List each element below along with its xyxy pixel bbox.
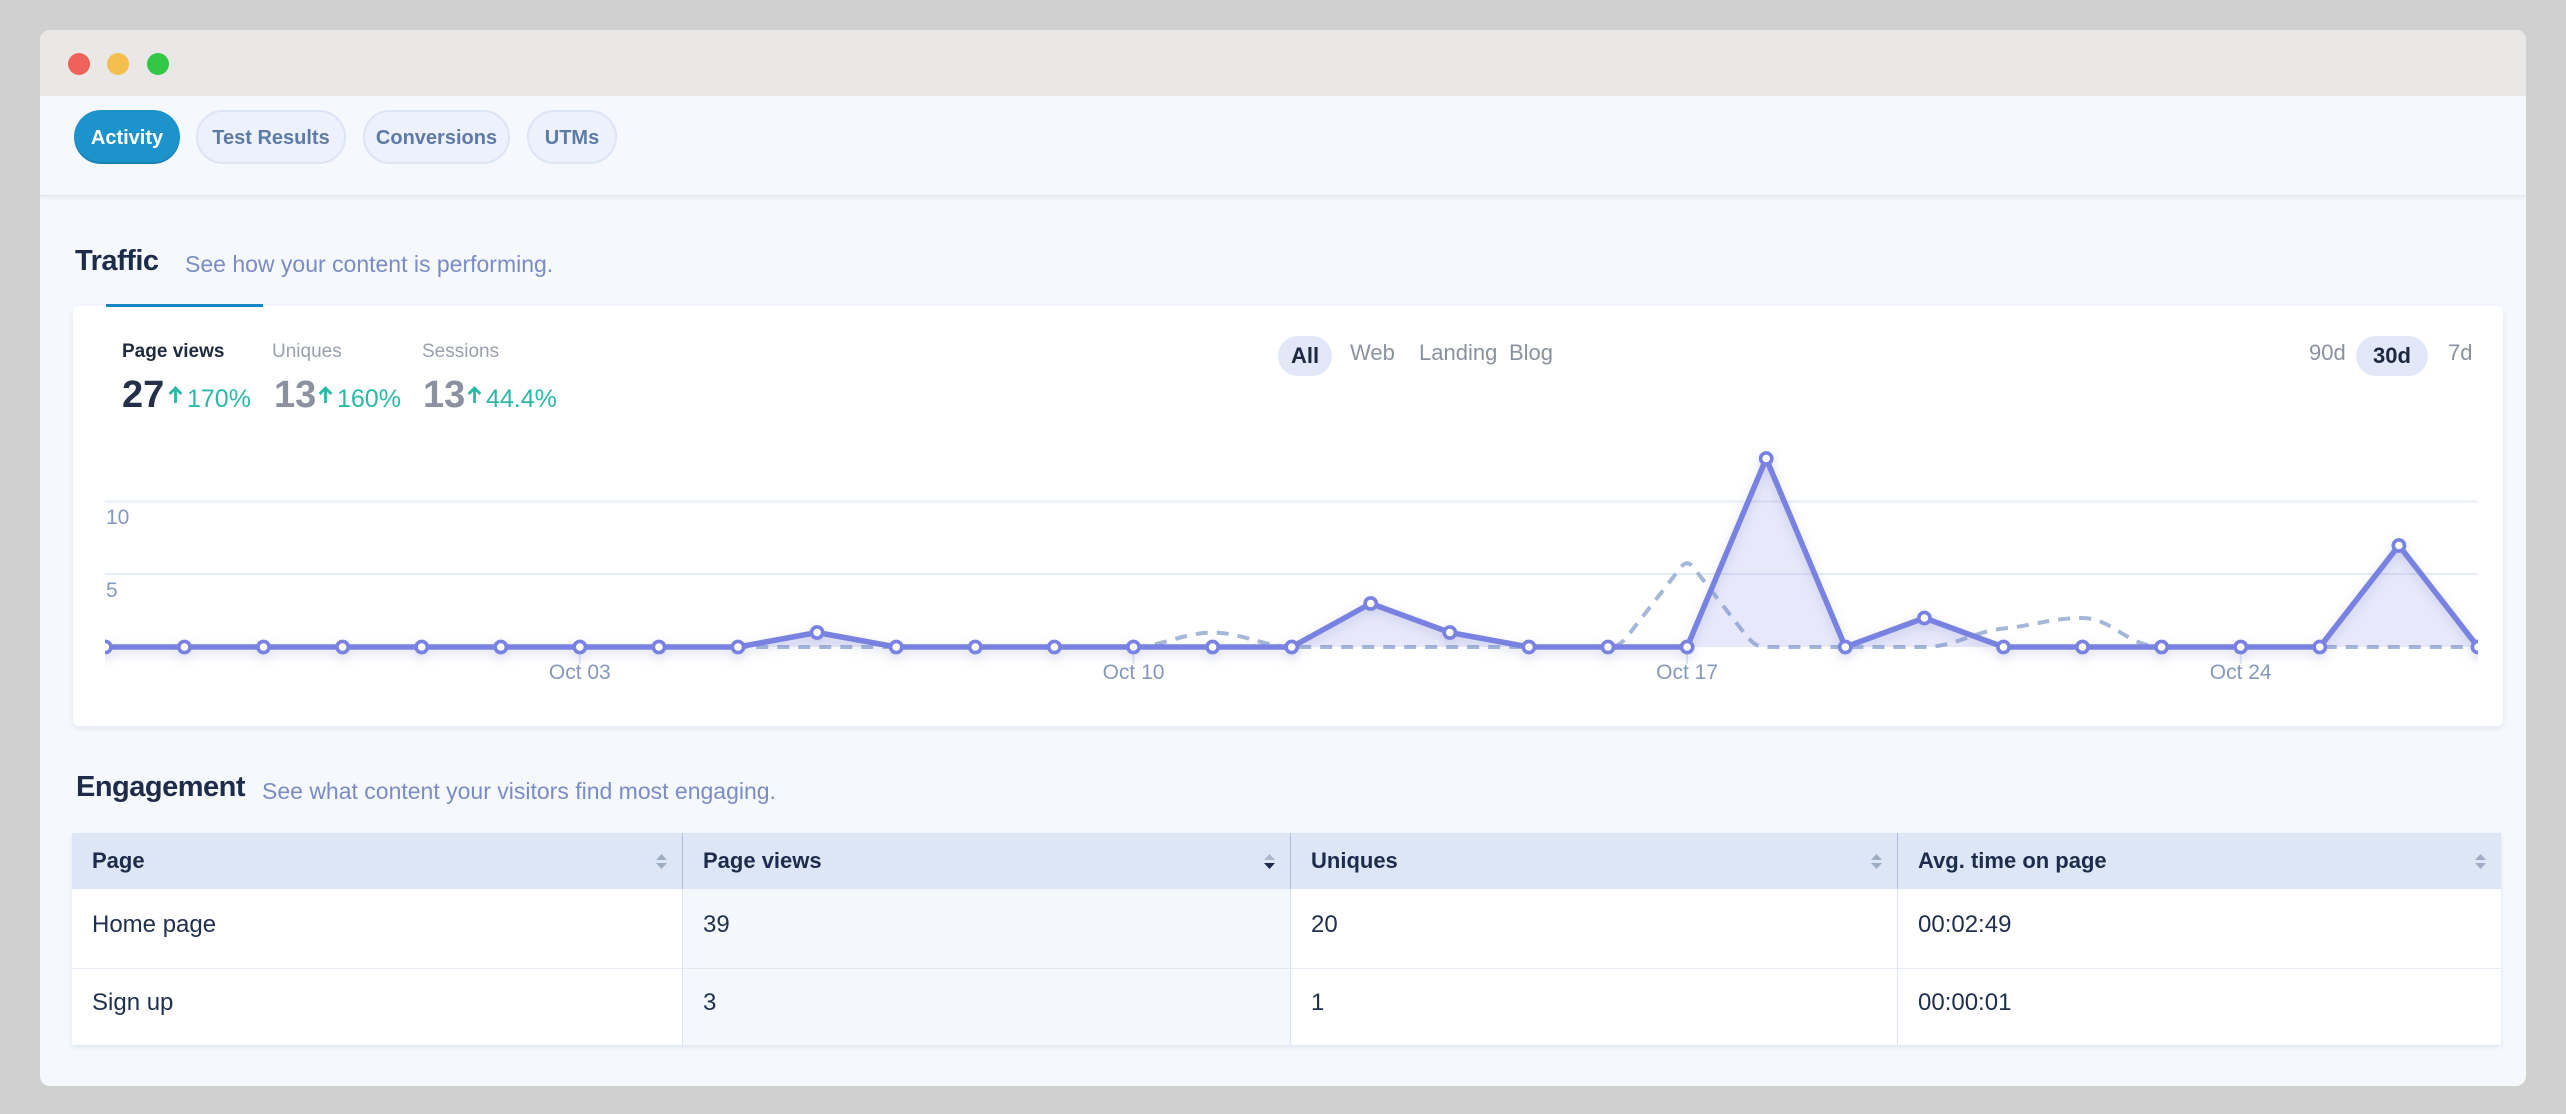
svg-text:Oct 10: Oct 10 (1103, 661, 1165, 684)
svg-text:Oct 17: Oct 17 (1656, 661, 1718, 684)
svg-text:5: 5 (106, 579, 118, 602)
svg-text:Oct 24: Oct 24 (2210, 661, 2272, 684)
svg-text:10: 10 (106, 506, 129, 529)
svg-text:Oct 03: Oct 03 (549, 661, 611, 684)
